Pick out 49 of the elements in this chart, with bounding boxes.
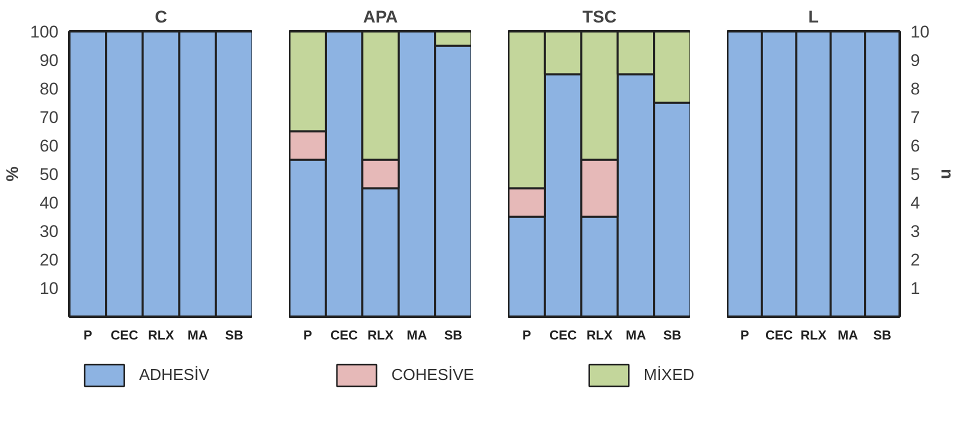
y-tick-label: 30 <box>40 222 59 241</box>
y-tick-label: 40 <box>40 194 59 212</box>
y2-tick-label: 2 <box>910 250 920 270</box>
legend-label: COHESİVE <box>391 366 474 384</box>
y-tick-label: 90 <box>40 51 59 70</box>
x-tick-label: MA <box>838 328 859 342</box>
y-tick-label: 50 <box>40 165 59 184</box>
legend-label: ADHESİV <box>139 366 210 384</box>
x-tick-label: MA <box>406 328 428 342</box>
x-tick-label: SB <box>663 328 682 342</box>
x-tick-label: RLX <box>368 328 394 342</box>
x-tick-label: P <box>303 328 312 342</box>
y-tick-label: 10 <box>40 279 59 298</box>
x-tick-label: P <box>83 328 92 342</box>
chart-title: APA <box>363 8 398 26</box>
y-tick-label: 70 <box>40 108 59 127</box>
x-tick-label: SB <box>225 328 244 342</box>
y2-tick-label: 8 <box>910 80 920 98</box>
y-tick-label: 20 <box>40 250 59 270</box>
x-tick-label: CEC <box>110 328 139 342</box>
y-tick-label: 80 <box>40 80 59 98</box>
y2-tick-label: 7 <box>910 108 920 127</box>
x-tick-label: P <box>522 328 532 342</box>
legend-label: MİXED <box>644 366 694 384</box>
y2-tick-label: 10 <box>910 22 930 42</box>
y-tick-label: 60 <box>40 136 59 156</box>
y-axis-title: % <box>3 166 22 182</box>
y2-tick-label: 4 <box>910 194 920 212</box>
x-tick-label: SB <box>873 328 892 342</box>
y2-tick-label: 5 <box>910 165 920 184</box>
x-tick-label: MA <box>187 328 208 342</box>
y2-tick-label: 6 <box>910 136 920 156</box>
chart-title: C <box>154 8 168 26</box>
x-tick-label: P <box>740 328 750 342</box>
x-tick-label: RLX <box>148 328 174 342</box>
x-tick-label: RLX <box>800 328 827 342</box>
y2-axis-title: n <box>937 168 956 180</box>
y-tick-label: 100 <box>30 22 59 42</box>
x-tick-label: CEC <box>549 328 578 342</box>
y2-tick-label: 9 <box>910 51 920 70</box>
y2-tick-label: 3 <box>910 222 920 241</box>
x-tick-label: SB <box>444 328 462 342</box>
x-tick-label: CEC <box>330 328 358 342</box>
x-tick-label: CEC <box>765 328 794 342</box>
x-tick-label: RLX <box>586 328 613 342</box>
y2-tick-label: 1 <box>910 279 920 298</box>
chart-title: L <box>808 8 819 26</box>
chart-title: TSC <box>582 8 616 26</box>
x-tick-label: MA <box>626 328 647 342</box>
